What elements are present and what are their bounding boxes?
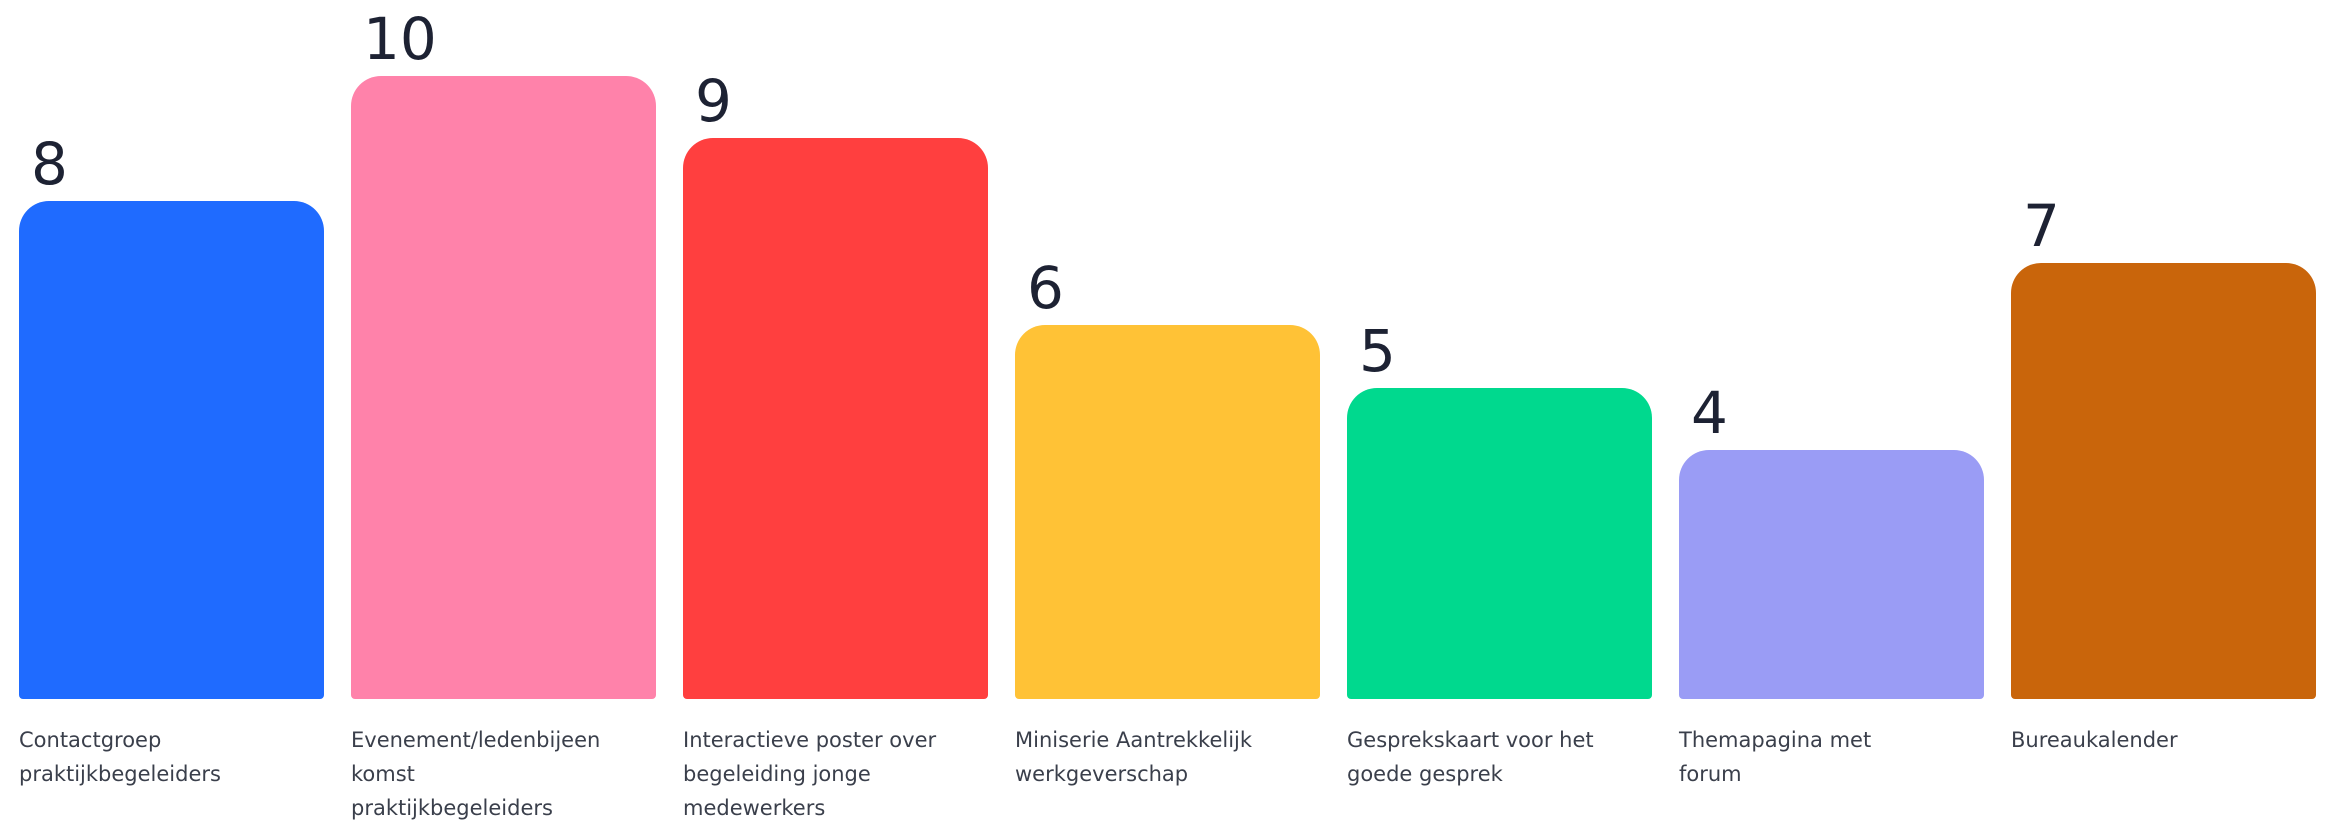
value-label: 5	[1359, 316, 1396, 385]
value-label: 9	[695, 67, 732, 136]
category-label: Themapagina met forum	[1679, 728, 1872, 786]
bar	[19, 200, 324, 699]
category-label: Interactieve poster over begeleiding jon…	[683, 728, 937, 820]
category-label: Evenement/ledenbijeenkomst praktijkbegel…	[351, 728, 601, 820]
category-label: Contactgroep praktijkbegeleiders	[19, 728, 221, 786]
bar	[1679, 449, 1984, 699]
bar	[2011, 262, 2316, 699]
value-label: 6	[1027, 254, 1064, 323]
value-label: 4	[1691, 378, 1728, 447]
bar	[1015, 325, 1320, 699]
category-label: Bureaukalender	[2011, 728, 2178, 752]
bar	[683, 138, 988, 699]
bar	[1347, 387, 1652, 699]
category-label: Miniserie Aantrekkelijk werkgeverschap	[1015, 728, 1253, 786]
value-label: 8	[31, 129, 68, 198]
bar	[351, 76, 656, 699]
value-label: 7	[2023, 191, 2060, 260]
category-label: Gesprekskaart voor het goede gesprek	[1347, 728, 1594, 786]
value-label: 10	[363, 5, 437, 73]
